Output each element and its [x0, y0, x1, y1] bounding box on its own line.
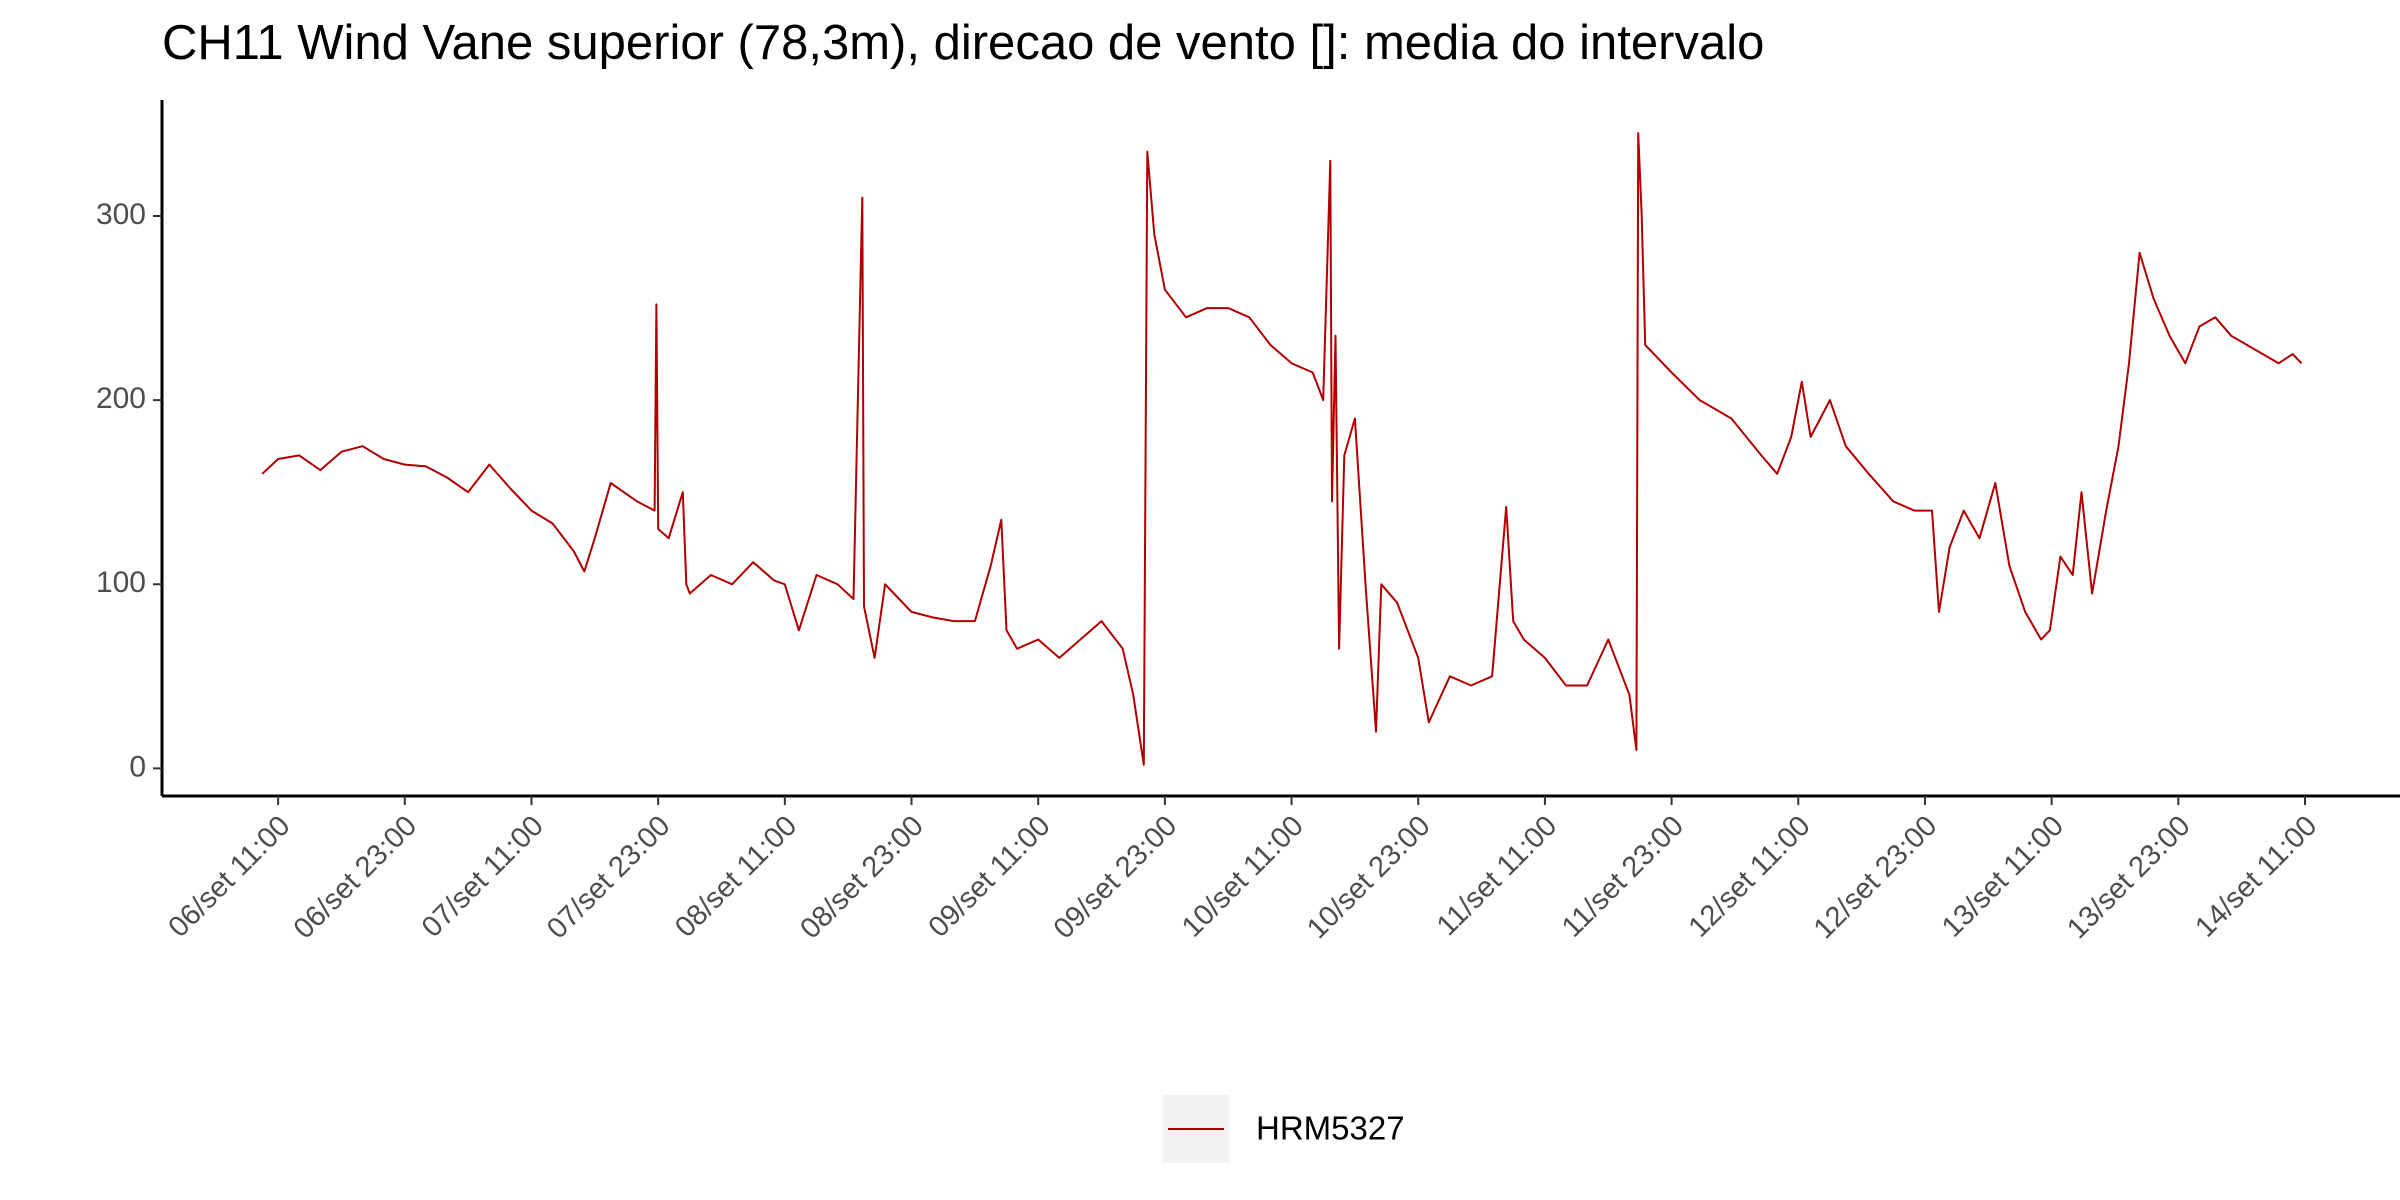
- x-tick-label: 11/set 23:00: [1556, 810, 1690, 944]
- x-tick-label: 09/set 23:00: [1048, 810, 1184, 946]
- x-tick-label: 13/set 11:00: [1936, 810, 2070, 944]
- x-tick-label: 13/set 23:00: [2061, 810, 2197, 946]
- y-tick-label: 300: [96, 198, 146, 231]
- x-tick-label: 07/set 23:00: [541, 810, 677, 946]
- x-tick-label: 11/set 11:00: [1431, 810, 1563, 942]
- y-tick-label: 100: [96, 566, 146, 599]
- x-tick-label: 12/set 11:00: [1683, 810, 1817, 944]
- x-tick-label: 08/set 23:00: [794, 810, 930, 946]
- x-tick-label: 14/set 11:00: [2189, 810, 2323, 944]
- x-tick-label: 12/set 23:00: [1808, 810, 1944, 946]
- y-tick-label: 0: [129, 750, 146, 783]
- x-tick-label: 10/set 23:00: [1301, 810, 1437, 946]
- y-tick-label: 200: [96, 382, 146, 415]
- x-tick-label: 09/set 11:00: [923, 810, 1057, 944]
- legend-label: HRM5327: [1256, 1110, 1405, 1147]
- chart-title: CH11 Wind Vane superior (78,3m), direcao…: [162, 16, 1764, 70]
- x-tick-label: 08/set 11:00: [669, 810, 803, 944]
- x-tick-label: 07/set 11:00: [416, 810, 550, 944]
- x-tick-label: 06/set 11:00: [163, 810, 297, 944]
- x-tick-label: 10/set 11:00: [1176, 810, 1310, 944]
- data-line: [261, 132, 2303, 766]
- x-tick-label: 06/set 23:00: [288, 810, 424, 946]
